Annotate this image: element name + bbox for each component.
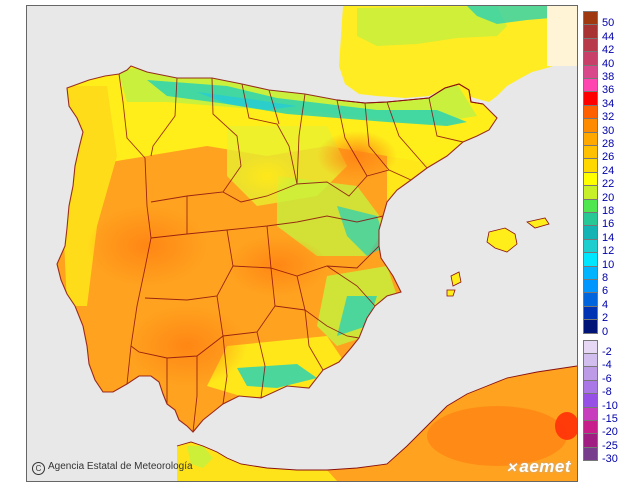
legend-label: 6 (602, 285, 609, 298)
legend-label: 10 (602, 258, 615, 271)
legend-swatch (583, 379, 598, 395)
legend-label: 14 (602, 231, 615, 244)
legend-label: -6 (602, 372, 612, 385)
africa-coast-border (176, 365, 577, 471)
temperature-map: C Agencia Estatal de Meteorología ✕ aemet (26, 5, 578, 482)
legend-label: -25 (602, 439, 618, 452)
legend-swatch (583, 78, 598, 93)
legend-label: 24 (602, 164, 615, 177)
legend-swatch (583, 104, 598, 120)
legend-swatch (583, 212, 598, 227)
legend-swatch (583, 91, 598, 106)
africa-green-patches (187, 446, 213, 468)
legend-label: 40 (602, 57, 615, 70)
legend-swatch (583, 238, 598, 254)
mallorca-island (486, 227, 518, 253)
legend-label: 16 (602, 218, 615, 231)
legend-label: 36 (602, 84, 615, 97)
legend-swatch (583, 420, 598, 435)
legend-label: 20 (602, 191, 615, 204)
africa-hot-zone (427, 406, 567, 466)
africa-yellow-band (177, 442, 337, 481)
legend-swatch (583, 51, 598, 66)
legend-label: 50 (602, 17, 615, 30)
legend-swatch (583, 185, 598, 200)
alps-teal (467, 6, 551, 24)
legend-swatch (583, 353, 598, 368)
legend-swatch (583, 265, 598, 280)
legend-swatch (583, 64, 598, 79)
legend-swatch (583, 37, 598, 53)
italy-edge (547, 6, 577, 66)
legend-label: -8 (602, 386, 612, 399)
legend-label: 34 (602, 97, 615, 110)
legend-label: 8 (602, 272, 609, 284)
legend-label: 0 (602, 325, 609, 338)
legend-label: -10 (602, 399, 618, 412)
aemet-logo-text: aemet (519, 457, 571, 476)
aemet-logo: ✕ aemet (506, 457, 571, 477)
legend-swatch (583, 305, 598, 321)
legend-label: -30 (602, 453, 618, 466)
attribution-text: Agencia Estatal de Meteorología (48, 461, 193, 472)
legend-swatch (583, 393, 598, 408)
legend-swatch (583, 339, 598, 354)
legend-label: 18 (602, 205, 615, 217)
legend-swatch (583, 433, 598, 448)
formentera-island (446, 289, 456, 297)
legend-label: 28 (602, 138, 615, 150)
legend-label: 30 (602, 124, 615, 137)
legend-swatch (583, 131, 598, 146)
legend-label: 22 (602, 178, 615, 191)
menorca-island (526, 217, 550, 229)
legend-swatch (583, 145, 598, 160)
legend-label: 12 (602, 245, 615, 258)
legend-swatch (583, 225, 598, 240)
legend-swatch (583, 366, 598, 381)
legend-label: 4 (602, 298, 609, 311)
legend-label: 32 (602, 111, 615, 124)
africa-very-hot-zone (555, 412, 577, 440)
legend-swatch (583, 158, 598, 173)
legend-label: 26 (602, 151, 615, 164)
legend-label: -4 (602, 359, 612, 372)
france-green-band (357, 6, 507, 46)
legend-swatch (583, 406, 598, 421)
legend-swatch (583, 171, 598, 187)
legend-swatch (583, 292, 598, 307)
map-canvas (27, 6, 577, 481)
legend-label: 38 (602, 71, 615, 83)
legend-label: -20 (602, 426, 618, 439)
temperature-legend: 50 44 42 40 38 36 34 32 30 28 26 24 22 20 18 16 14 12 10 8 6… (583, 11, 630, 483)
legend-swatch (583, 198, 598, 213)
legend-swatch (583, 252, 598, 267)
legend-label: 44 (602, 30, 615, 43)
legend-swatch (583, 24, 598, 39)
legend-swatch (583, 11, 598, 26)
copyright-icon: C (32, 462, 45, 475)
legend-swatch (583, 279, 598, 294)
legend-label: -15 (602, 413, 618, 425)
legend-swatch (583, 446, 598, 462)
legend-swatch (583, 118, 598, 133)
pyrenees-border (336, 83, 484, 105)
aemet-logo-mark-icon: ✕ (505, 460, 518, 475)
legend-swatch (583, 319, 598, 334)
attribution: C Agencia Estatal de Meteorología (32, 461, 193, 475)
legend-label: 42 (602, 44, 615, 57)
legend-label: -2 (602, 346, 612, 358)
legend-label: 2 (602, 312, 609, 325)
ibiza-island (450, 271, 462, 287)
